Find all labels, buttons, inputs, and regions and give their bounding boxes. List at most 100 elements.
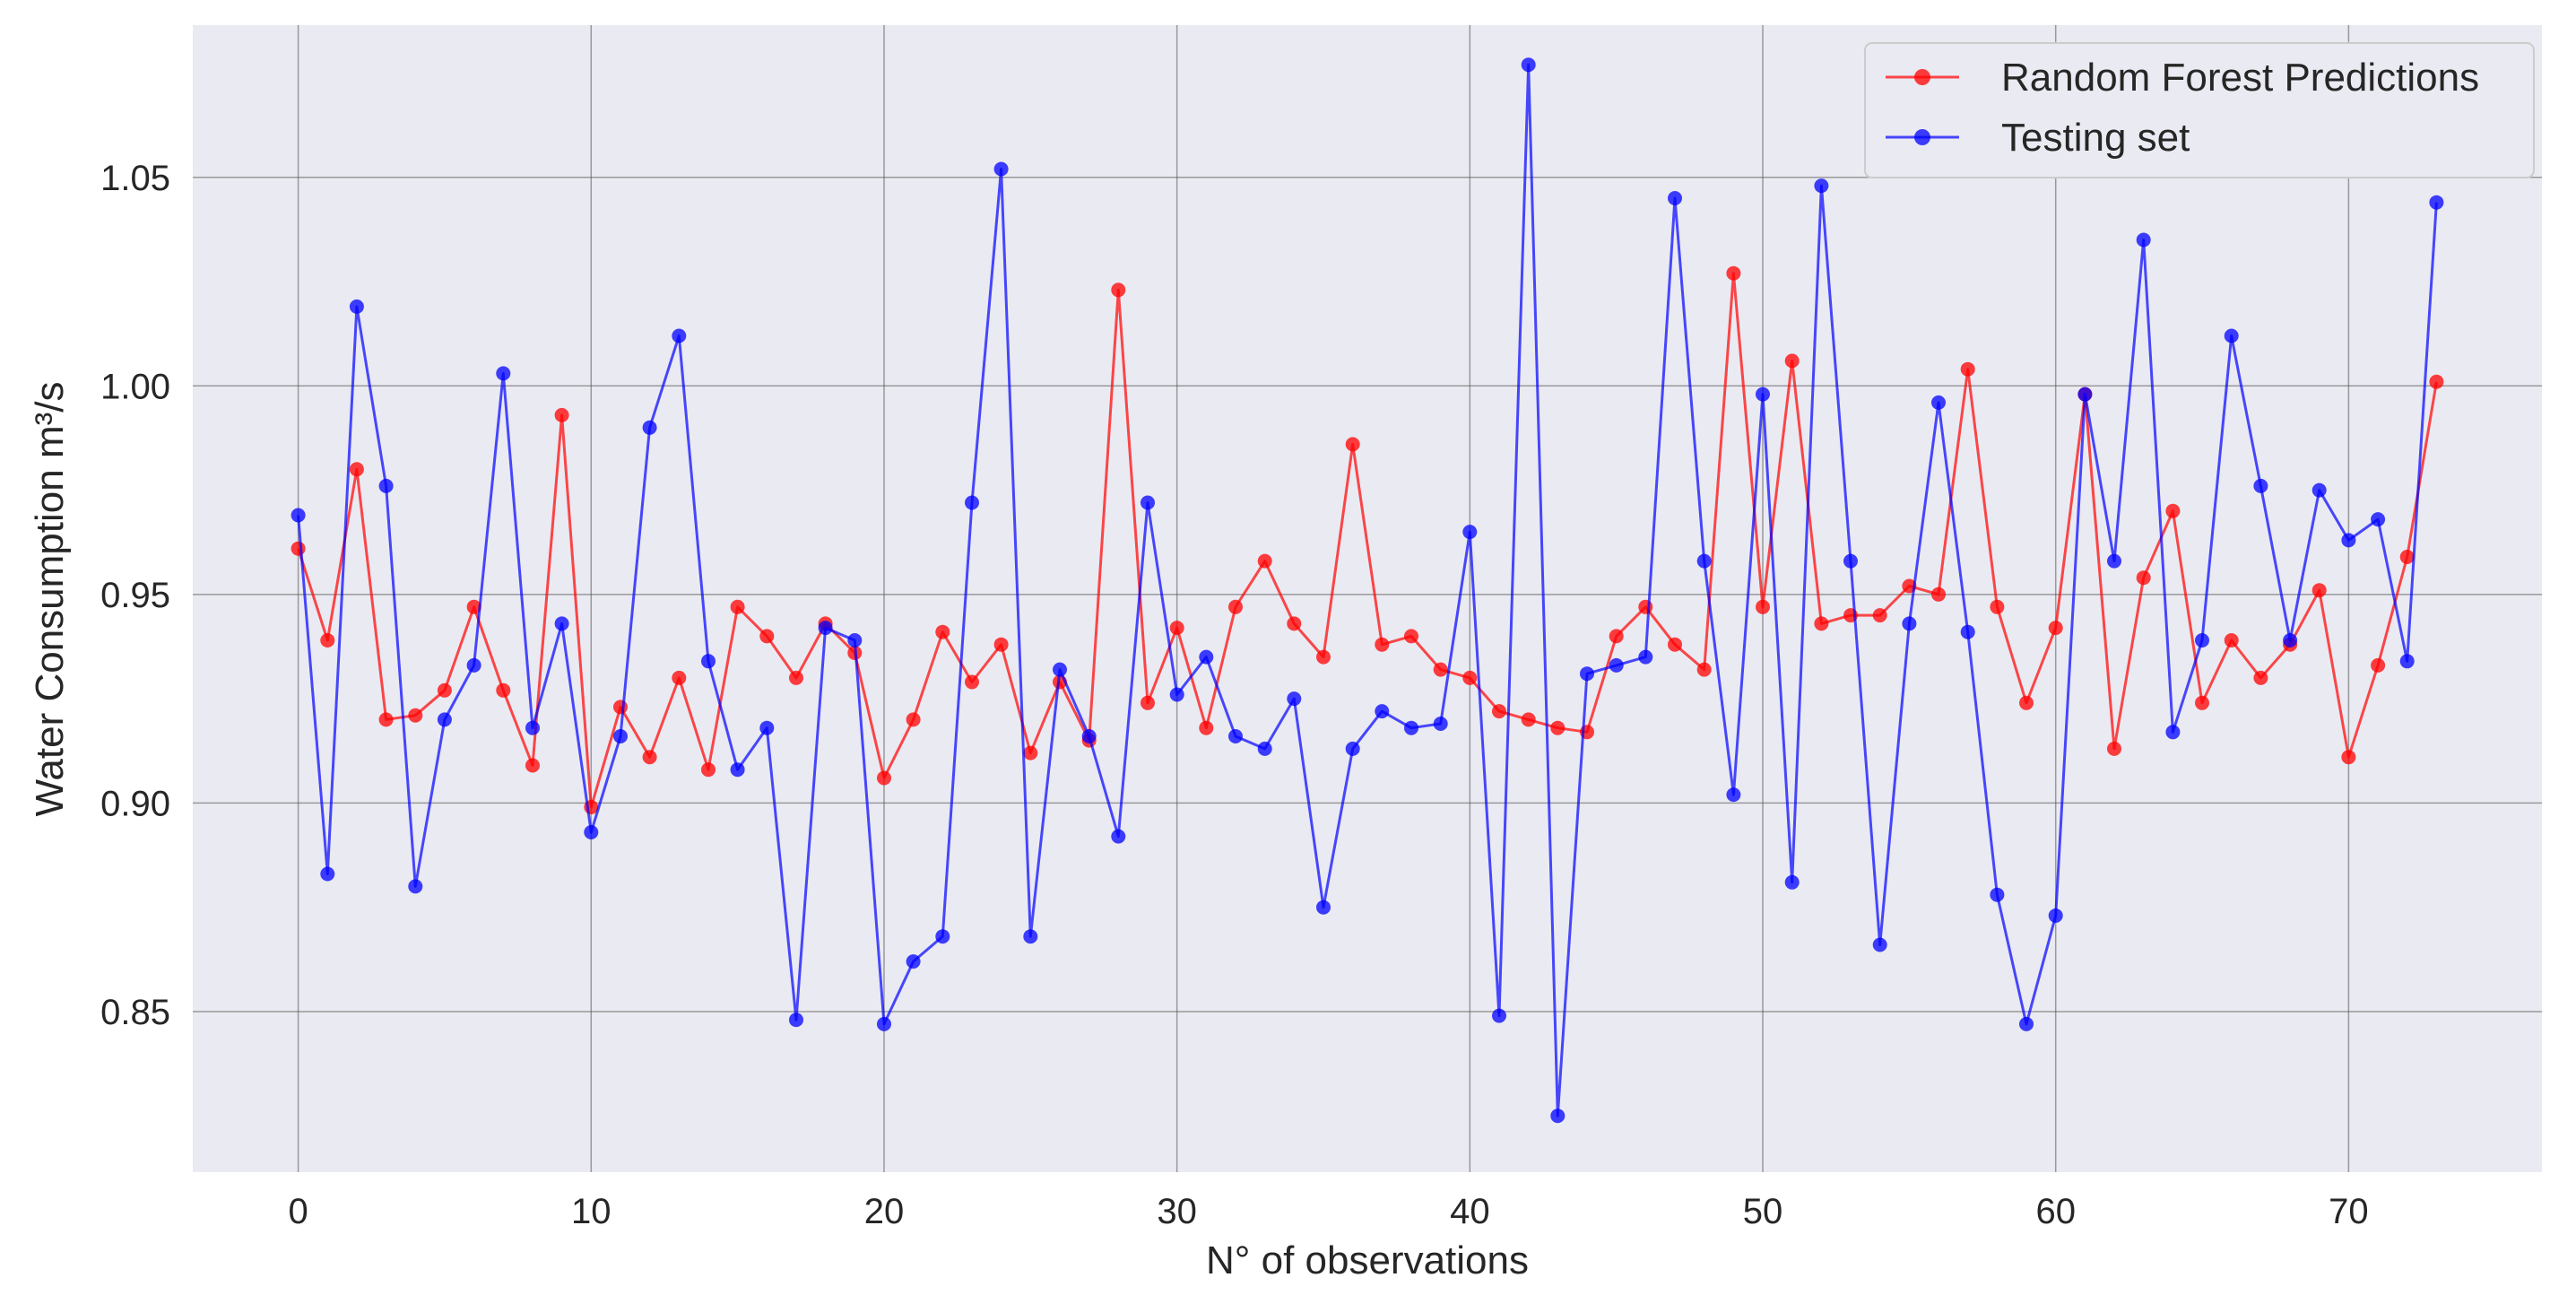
data-point-testing [2283, 633, 2298, 648]
series-predictions [291, 265, 2444, 814]
data-point-testing [2371, 512, 2386, 527]
y-tick-label: 1.05 [100, 159, 170, 198]
data-point-predictions [1696, 662, 1712, 677]
legend: Random Forest Predictions Testing set [1864, 42, 2535, 178]
legend-marker-predictions [1914, 69, 1930, 85]
data-point-predictions [378, 712, 394, 727]
data-point-testing [1257, 741, 1272, 756]
x-tick-label: 20 [864, 1192, 905, 1231]
data-point-predictions [1960, 361, 1975, 377]
data-point-testing [496, 366, 511, 381]
x-tick-label: 0 [288, 1192, 308, 1231]
data-point-testing [1433, 717, 1448, 731]
data-point-testing [1492, 1008, 1506, 1023]
data-point-testing [613, 729, 628, 743]
data-point-predictions [2371, 657, 2386, 673]
data-point-testing [1550, 1108, 1566, 1124]
data-point-testing [2253, 478, 2268, 493]
data-point-testing [1960, 624, 1975, 639]
data-point-testing [701, 654, 716, 669]
legend-box [1864, 42, 2535, 178]
data-point-testing [1141, 495, 1155, 510]
data-point-testing [877, 1016, 891, 1031]
data-point-predictions [993, 637, 1009, 652]
data-point-testing [1169, 687, 1184, 702]
data-point-predictions [1023, 745, 1038, 760]
data-point-testing [1726, 787, 1741, 803]
data-point-predictions [1756, 599, 1770, 614]
data-point-testing [1756, 387, 1770, 402]
data-point-testing [1081, 729, 1097, 743]
series-testing [291, 57, 2444, 1124]
data-point-testing [1111, 829, 1126, 844]
data-point-testing [672, 328, 687, 343]
data-point-testing [1638, 649, 1653, 665]
data-point-predictions [466, 599, 481, 614]
data-point-testing [525, 720, 540, 735]
data-point-predictions [2195, 695, 2209, 710]
series-line-predictions [297, 272, 2438, 809]
legend-label-testing: Testing set [2001, 116, 2190, 160]
legend-label-predictions: Random Forest Predictions [2001, 56, 2479, 100]
data-point-predictions [1550, 720, 1566, 735]
data-point-testing [1843, 553, 1858, 569]
data-point-predictions [935, 624, 950, 639]
y-tick-label: 0.95 [100, 576, 170, 615]
data-point-testing [1784, 874, 1800, 890]
data-point-predictions [672, 670, 687, 685]
data-point-testing [993, 161, 1009, 177]
data-point-predictions [2399, 550, 2415, 564]
x-tick-labels: 0 10 20 30 40 50 60 70 [288, 1192, 2368, 1231]
data-point-predictions [1462, 670, 1478, 685]
data-point-predictions [1931, 587, 1946, 602]
data-point-testing [847, 633, 863, 648]
data-point-predictions [789, 670, 803, 685]
data-point-testing [1609, 657, 1624, 673]
y-tick-label: 0.85 [100, 993, 170, 1032]
data-point-testing [2165, 725, 2181, 740]
y-tick-label: 1.00 [100, 367, 170, 406]
x-axis-label: N° of observations [1206, 1239, 1529, 1282]
data-point-testing [1902, 616, 1917, 631]
data-point-testing [1228, 729, 1243, 743]
data-point-predictions [2224, 633, 2239, 648]
data-point-predictions [408, 708, 423, 723]
data-point-testing [730, 762, 745, 778]
data-point-testing [1375, 704, 1390, 719]
data-point-testing [1668, 191, 1682, 205]
data-point-testing [1990, 887, 2005, 902]
data-point-testing [1580, 666, 1594, 682]
x-tick-label: 50 [1743, 1192, 1783, 1231]
data-point-predictions [2311, 583, 2327, 598]
data-point-predictions [1638, 599, 1653, 614]
plot-background [193, 25, 2542, 1172]
data-point-testing [1199, 649, 1214, 665]
data-point-testing [2048, 908, 2063, 923]
data-point-testing [2224, 328, 2239, 343]
data-point-testing [1287, 691, 1302, 707]
data-point-predictions [1169, 621, 1184, 636]
data-point-testing [2399, 654, 2415, 669]
data-point-testing [291, 508, 306, 523]
data-point-predictions [613, 700, 628, 715]
x-tick-label: 30 [1157, 1192, 1197, 1231]
data-point-predictions [1726, 265, 1741, 281]
data-point-testing [1316, 900, 1331, 915]
data-point-predictions [1668, 637, 1682, 652]
data-point-predictions [1433, 662, 1448, 677]
data-point-predictions [906, 712, 921, 727]
series-layer [291, 57, 2444, 1124]
data-point-predictions [1287, 616, 1302, 631]
y-tick-labels: 0.85 0.90 0.95 1.00 1.05 [100, 159, 170, 1032]
data-point-testing [1521, 57, 1536, 73]
data-point-testing [1023, 929, 1038, 944]
data-point-testing [2019, 1016, 2034, 1031]
data-point-testing [1931, 395, 1946, 410]
data-point-testing [320, 866, 335, 882]
data-point-predictions [1257, 553, 1272, 569]
x-tick-label: 40 [1450, 1192, 1490, 1231]
data-point-predictions [320, 633, 335, 648]
data-point-testing [349, 299, 364, 314]
legend-marker-testing [1914, 129, 1930, 145]
